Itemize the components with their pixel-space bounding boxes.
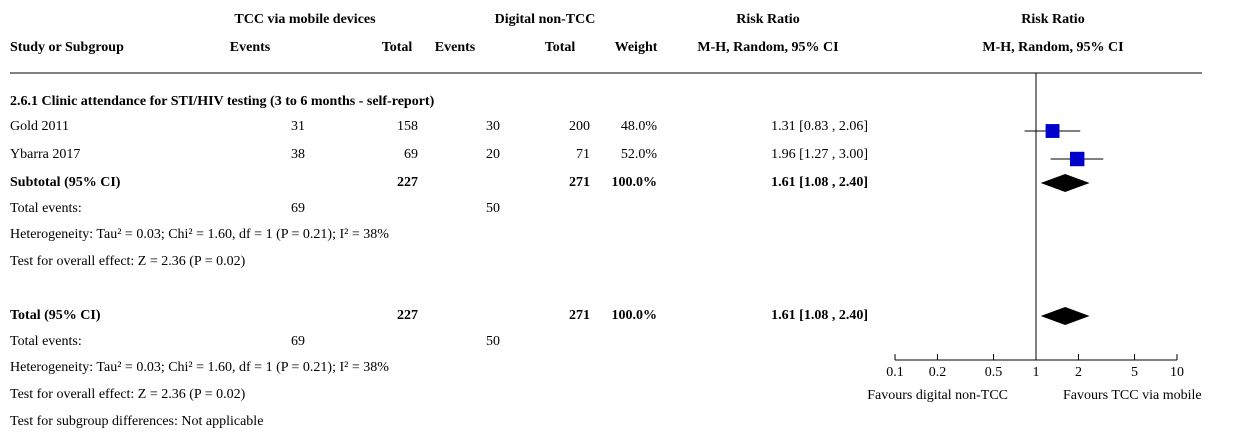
- cell: 271: [569, 308, 590, 323]
- subgroup-title: 2.6.1 Clinic attendance for STI/HIV test…: [10, 94, 435, 109]
- diamond: [1040, 307, 1090, 325]
- cell: 69: [291, 201, 305, 216]
- row-label: Subtotal (95% CI): [10, 175, 121, 190]
- cell: 31: [291, 119, 305, 134]
- cell: 100.0%: [612, 308, 658, 323]
- cell: 50: [486, 201, 500, 216]
- column-header: M-H, Random, 95% CI: [982, 40, 1123, 55]
- heterogeneity: Heterogeneity: Tau² = 0.03; Chi² = 1.60,…: [10, 360, 389, 375]
- study-marker: [1045, 124, 1060, 138]
- column-header: Weight: [615, 40, 658, 55]
- column-header: Total: [545, 40, 576, 55]
- cell: 69: [291, 334, 305, 349]
- column-header: Events: [230, 40, 271, 55]
- column-group: Digital non-TCC: [495, 12, 596, 27]
- column-header: Total: [382, 40, 413, 55]
- x-tick-label: 0.1: [886, 365, 904, 380]
- cell: 50: [486, 334, 500, 349]
- heterogeneity: Heterogeneity: Tau² = 0.03; Chi² = 1.60,…: [10, 227, 389, 242]
- column-header: Events: [435, 40, 476, 55]
- overall-effect: Test for overall effect: Z = 2.36 (P = 0…: [10, 387, 246, 402]
- study-name: Ybarra 2017: [10, 147, 80, 162]
- column-group: Risk Ratio: [736, 12, 799, 27]
- x-tick-label: 1: [1033, 365, 1040, 380]
- row-label: Total (95% CI): [10, 308, 101, 323]
- cell: 100.0%: [612, 175, 658, 190]
- x-tick-label: 5: [1131, 365, 1138, 380]
- cell: 1.61 [1.08 , 2.40]: [771, 308, 868, 323]
- study-marker: [1069, 151, 1085, 167]
- column-header: M-H, Random, 95% CI: [697, 40, 838, 55]
- cell: 20: [486, 147, 500, 162]
- x-tick-label: 0.5: [985, 365, 1003, 380]
- cell: 69: [404, 147, 418, 162]
- x-tick-label: 10: [1170, 365, 1184, 380]
- cell: 1.31 [0.83 , 2.06]: [771, 119, 868, 134]
- row-label: Total events:: [10, 334, 82, 349]
- column-group: TCC via mobile devices: [234, 12, 376, 27]
- subgroup-differences: Test for subgroup differences: Not appli…: [10, 414, 263, 429]
- cell: 30: [486, 119, 500, 134]
- cell: 48.0%: [621, 119, 658, 134]
- cell: 52.0%: [621, 147, 658, 162]
- cell: 1.61 [1.08 , 2.40]: [771, 175, 868, 190]
- cell: 227: [397, 175, 418, 190]
- cell: 38: [291, 147, 305, 162]
- favours-left: Favours digital non-TCC: [867, 388, 1008, 403]
- row-label: Total events:: [10, 201, 82, 216]
- diamond: [1040, 174, 1090, 192]
- cell: 1.96 [1.27 , 3.00]: [771, 147, 868, 162]
- x-tick-label: 0.2: [929, 365, 947, 380]
- cell: 158: [397, 119, 418, 134]
- cell: 227: [397, 308, 418, 323]
- overall-effect: Test for overall effect: Z = 2.36 (P = 0…: [10, 254, 246, 269]
- favours-right: Favours TCC via mobile: [1063, 388, 1202, 403]
- column-group: Risk Ratio: [1021, 12, 1084, 27]
- cell: 71: [576, 147, 590, 162]
- cell: 200: [569, 119, 590, 134]
- cell: 271: [569, 175, 590, 190]
- column-header: Study or Subgroup: [10, 40, 124, 55]
- x-tick-label: 2: [1075, 365, 1082, 380]
- study-name: Gold 2011: [10, 119, 69, 134]
